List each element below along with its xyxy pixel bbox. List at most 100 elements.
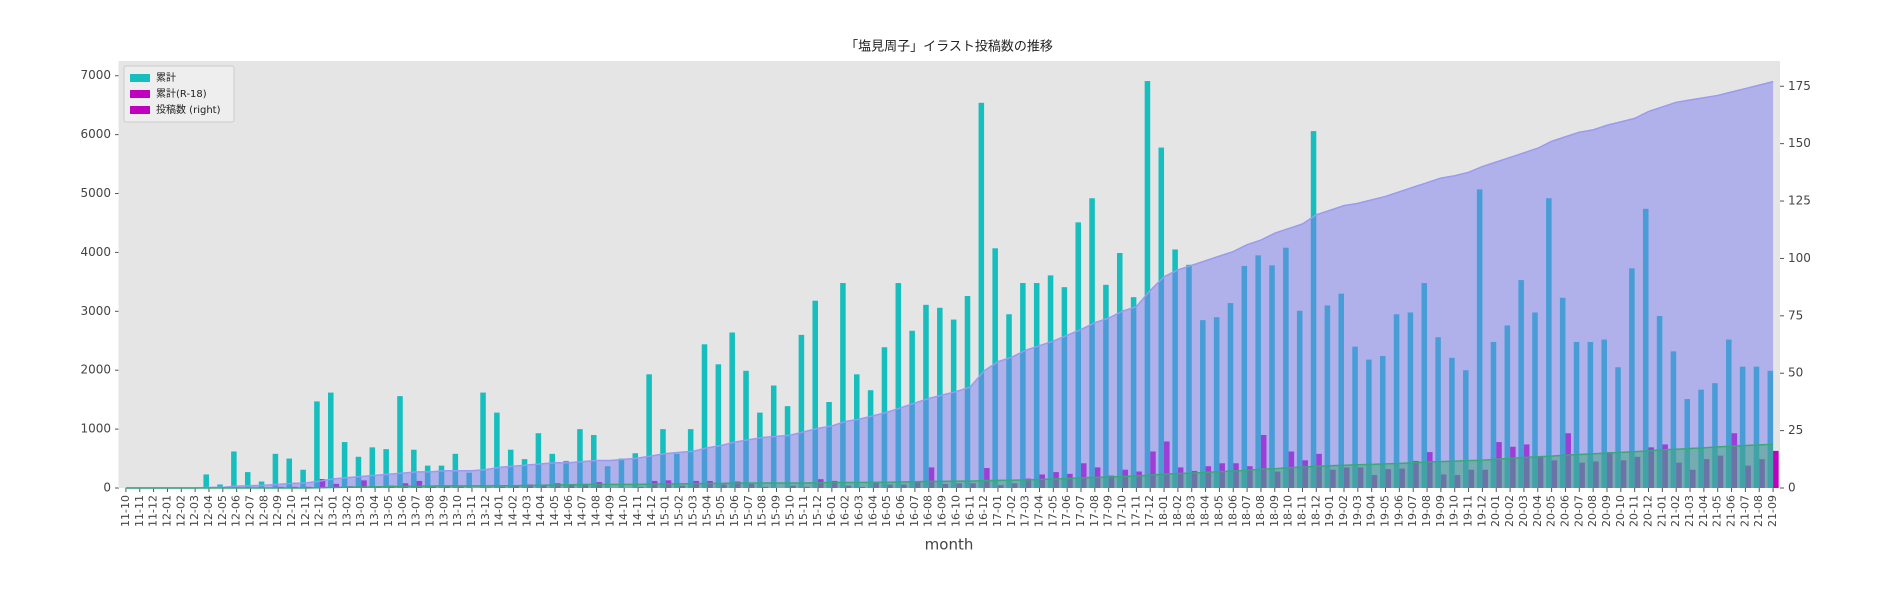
x-tick-label: 11-10	[119, 495, 132, 527]
x-tick-label: 11-11	[133, 495, 146, 527]
bar	[411, 449, 417, 488]
x-tick-label: 16-08	[922, 495, 935, 527]
x-tick-label: 13-04	[368, 495, 381, 527]
bar	[369, 447, 376, 488]
bar	[341, 442, 348, 488]
bar	[383, 449, 389, 488]
x-tick-label: 19-12	[1475, 495, 1488, 527]
x-tick-label: 16-04	[866, 495, 879, 527]
x-tick-label: 12-02	[174, 495, 187, 527]
x-tick-label: 18-01	[1157, 495, 1170, 527]
bar	[729, 332, 735, 488]
x-tick-label: 18-03	[1185, 495, 1198, 527]
bar	[715, 364, 722, 488]
bar	[480, 392, 486, 488]
x-tick-label: 16-01	[825, 495, 838, 527]
x-tick-label: 15-09	[769, 495, 782, 527]
y-tick-label: 0	[103, 481, 111, 495]
x-tick-label: 17-06	[1060, 495, 1073, 527]
y-tick-label: 3000	[80, 304, 111, 318]
x-tick-label: 13-11	[465, 495, 478, 527]
y2-tick-label: 75	[1788, 308, 1803, 322]
bar	[812, 300, 819, 488]
x-tick-label: 12-11	[299, 495, 312, 527]
bar	[1773, 450, 1779, 488]
x-tick-label: 13-05	[382, 495, 395, 527]
x-tick-label: 12-01	[160, 495, 173, 527]
bar	[203, 474, 209, 488]
bar	[314, 401, 320, 488]
x-tick-label: 12-07	[243, 495, 256, 527]
x-tick-label: 21-06	[1725, 495, 1738, 527]
x-tick-label: 17-03	[1019, 495, 1032, 527]
x-tick-label: 19-01	[1323, 495, 1336, 527]
x-tick-label: 14-03	[520, 495, 533, 527]
bar	[286, 458, 293, 488]
x-tick-label: 20-10	[1614, 495, 1627, 527]
x-tick-label: 19-08	[1420, 495, 1433, 527]
x-tick-label: 13-02	[340, 495, 353, 527]
x-tick-label: 18-11	[1295, 495, 1308, 527]
x-tick-label: 18-12	[1309, 495, 1322, 527]
x-tick-label: 21-05	[1711, 495, 1724, 527]
x-tick-label: 21-09	[1766, 495, 1779, 527]
x-tick-label: 20-07	[1572, 495, 1585, 527]
x-tick-label: 15-10	[783, 495, 796, 527]
x-tick-label: 18-02	[1171, 495, 1184, 527]
x-tick-label: 12-12	[313, 495, 326, 527]
y2-tick-label: 100	[1788, 251, 1811, 265]
x-tick-label: 20-02	[1503, 495, 1516, 527]
x-tick-label: 12-08	[257, 495, 270, 527]
y2-tick-label: 25	[1788, 423, 1803, 437]
x-tick-label: 14-11	[631, 495, 644, 527]
y2-tick-label: 175	[1788, 79, 1811, 93]
bar	[494, 412, 500, 488]
x-tick-label: 16-10	[949, 495, 962, 527]
x-tick-label: 13-09	[437, 495, 450, 527]
x-tick-label: 19-09	[1434, 495, 1447, 527]
x-tick-label: 14-04	[534, 495, 547, 527]
x-tick-label: 21-02	[1669, 495, 1682, 527]
x-tick-label: 12-09	[271, 495, 284, 527]
x-tick-label: 20-11	[1628, 495, 1641, 527]
x-tick-label: 18-10	[1282, 495, 1295, 527]
x-tick-label: 12-04	[202, 495, 215, 527]
legend-box	[123, 65, 235, 123]
x-tick-label: 20-06	[1558, 495, 1571, 527]
x-tick-label: 20-09	[1600, 495, 1613, 527]
bar	[701, 344, 708, 488]
bar	[978, 102, 985, 488]
x-tick-label: 12-03	[188, 495, 201, 527]
x-tick-label: 18-06	[1226, 495, 1239, 527]
x-tick-label: 14-02	[506, 495, 519, 527]
x-tick-label: 13-06	[396, 495, 409, 527]
bar	[577, 429, 583, 488]
x-tick-label: 19-06	[1392, 495, 1405, 527]
x-tick-label: 18-04	[1199, 495, 1212, 527]
x-tick-label: 16-02	[839, 495, 852, 527]
x-tick-label: 19-02	[1337, 495, 1350, 527]
x-tick-label: 16-12	[977, 495, 990, 527]
x-tick-label: 19-10	[1448, 495, 1461, 527]
y2-tick-label: 50	[1788, 366, 1803, 380]
legend-label: 投稿数 (right)	[156, 103, 221, 116]
bar	[798, 334, 805, 488]
x-tick-label: 17-07	[1074, 495, 1087, 527]
bar	[923, 304, 929, 488]
x-tick-label: 14-06	[562, 495, 575, 527]
x-tick-label: 15-12	[811, 495, 824, 527]
x-tick-label: 18-09	[1268, 495, 1281, 527]
x-tick-label: 14-01	[493, 495, 506, 527]
x-tick-label: 20-05	[1545, 495, 1558, 527]
x-tick-label: 21-03	[1683, 495, 1696, 527]
x-tick-label: 14-12	[645, 495, 658, 527]
bar	[231, 451, 237, 488]
x-tick-label: 13-01	[327, 495, 340, 527]
x-tick-label: 17-10	[1116, 495, 1129, 527]
y2-tick-label: 150	[1788, 136, 1811, 150]
x-tick-label: 13-10	[451, 495, 464, 527]
x-tick-label: 15-04	[700, 495, 713, 527]
x-tick-label: 14-09	[603, 495, 616, 527]
x-tick-label: 20-01	[1489, 495, 1502, 527]
